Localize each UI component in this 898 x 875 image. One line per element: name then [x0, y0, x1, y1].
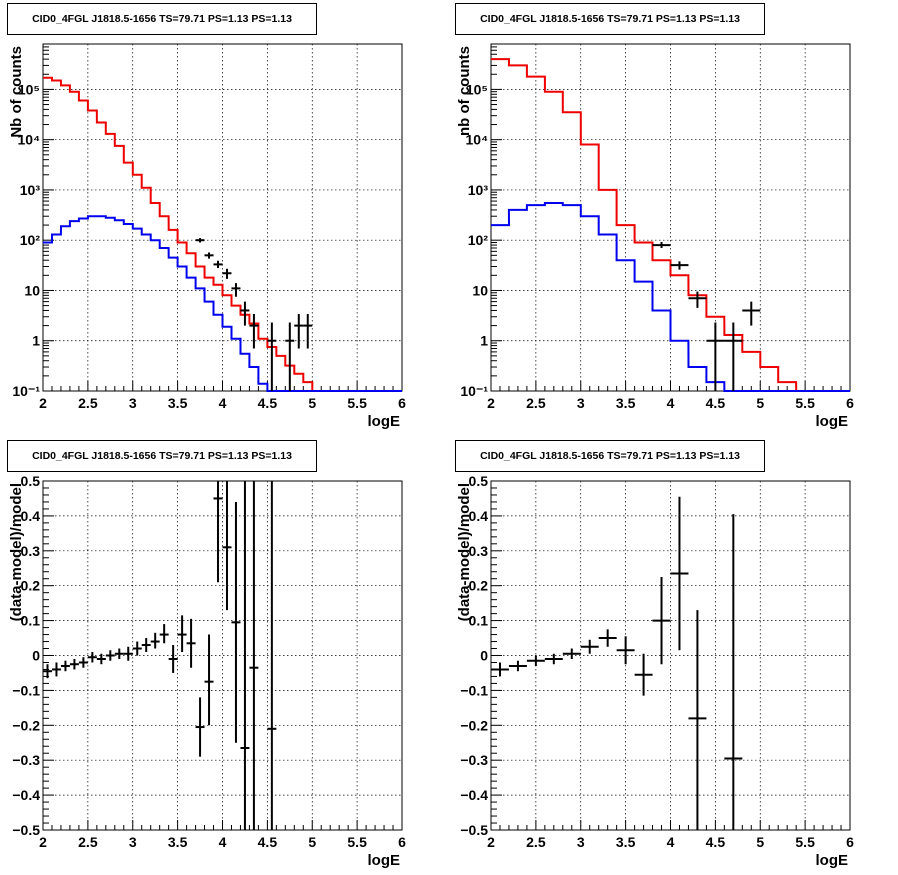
x-axis-label-2: logE: [816, 413, 849, 430]
y-tick-label-1-1: 1: [32, 333, 40, 349]
y-tick-label-1-3: 10²: [20, 232, 41, 248]
x-tick-label-1-0: 2: [39, 395, 47, 411]
x-axis-label-1: logE: [368, 413, 401, 430]
y-tick-label-3-7: 0.2: [21, 578, 41, 594]
x-tick-label-2-6: 5: [756, 395, 764, 411]
title-box-4: CID0_4FGL J1818.5-1656 TS=79.71 PS=1.13 …: [455, 440, 765, 472]
x-tick-label-3-7: 5.5: [347, 834, 367, 850]
y-tick-label-3-5: 0: [32, 648, 40, 664]
x-tick-label-4-8: 6: [846, 834, 854, 850]
series-line-2-2: [491, 202, 850, 392]
y-tick-label-4-9: 0.4: [469, 508, 489, 524]
x-tick-label-4-0: 2: [487, 834, 495, 850]
series-line-2-1: [491, 58, 850, 392]
y-tick-label-1-4: 10³: [20, 182, 41, 198]
y-tick-label-2-3: 10²: [468, 232, 489, 248]
y-tick-label-2-6: 10⁵: [466, 81, 488, 97]
x-tick-label-3-1: 2.5: [78, 834, 98, 850]
title-box-2: CID0_4FGL J1818.5-1656 TS=79.71 PS=1.13 …: [455, 3, 765, 35]
x-tick-label-1-1: 2.5: [78, 395, 98, 411]
series-line-1-1: [43, 76, 402, 392]
y-tick-label-3-10: 0.5: [21, 473, 41, 489]
y-tick-label-4-4: −0.1: [460, 682, 488, 698]
x-tick-label-1-2: 3: [129, 395, 137, 411]
y-tick-label-2-4: 10³: [468, 182, 489, 198]
y-tick-label-3-3: −0.2: [12, 717, 40, 733]
y-tick-label-4-7: 0.2: [469, 578, 489, 594]
x-tick-label-2-2: 3: [577, 395, 585, 411]
x-tick-label-1-6: 5: [308, 395, 316, 411]
y-tick-label-4-10: 0.5: [469, 473, 489, 489]
title-box-1: CID0_4FGL J1818.5-1656 TS=79.71 PS=1.13 …: [7, 3, 317, 35]
y-tick-label-2-0: 10⁻¹: [460, 383, 488, 399]
y-tick-label-4-6: 0.1: [469, 613, 489, 629]
y-tick-label-3-8: 0.3: [21, 543, 41, 559]
x-axis-label-3: logE: [368, 852, 401, 869]
y-tick-label-4-5: 0: [480, 648, 488, 664]
y-tick-label-4-3: −0.2: [460, 717, 488, 733]
x-tick-label-2-4: 4: [667, 395, 675, 411]
x-tick-label-3-8: 6: [398, 834, 406, 850]
x-tick-label-3-4: 4: [219, 834, 227, 850]
x-tick-label-1-4: 4: [219, 395, 227, 411]
x-tick-label-3-5: 4.5: [258, 834, 278, 850]
x-axis-label-4: logE: [816, 852, 849, 869]
y-tick-label-3-1: −0.4: [12, 787, 40, 803]
y-tick-label-3-9: 0.4: [21, 508, 41, 524]
x-tick-label-4-5: 4.5: [706, 834, 726, 850]
x-tick-label-3-6: 5: [308, 834, 316, 850]
title-box-3: CID0_4FGL J1818.5-1656 TS=79.71 PS=1.13 …: [7, 440, 317, 472]
x-tick-label-2-0: 2: [487, 395, 495, 411]
y-tick-label-1-2: 10: [24, 282, 40, 298]
x-tick-label-4-2: 3: [577, 834, 585, 850]
y-tick-label-1-5: 10⁴: [18, 132, 41, 148]
y-tick-label-4-2: −0.3: [460, 752, 488, 768]
y-tick-label-1-0: 10⁻¹: [12, 383, 40, 399]
y-axis-label-2: nb of counts: [456, 46, 473, 136]
y-tick-label-1-6: 10⁵: [18, 81, 40, 97]
y-axis-label-1: Nb of counts: [8, 46, 25, 138]
x-tick-label-4-4: 4: [667, 834, 675, 850]
x-tick-label-2-3: 3.5: [616, 395, 636, 411]
x-tick-label-3-2: 3: [129, 834, 137, 850]
x-tick-label-1-7: 5.5: [347, 395, 367, 411]
y-tick-label-2-5: 10⁴: [466, 132, 489, 148]
x-tick-label-4-3: 3.5: [616, 834, 636, 850]
x-tick-label-4-6: 5: [756, 834, 764, 850]
y-tick-label-2-1: 1: [480, 333, 488, 349]
x-tick-label-1-8: 6: [398, 395, 406, 411]
x-tick-label-2-5: 4.5: [706, 395, 726, 411]
y-axis-label-4: (data-model)/model: [456, 483, 473, 621]
x-tick-label-4-1: 2.5: [526, 834, 546, 850]
x-tick-label-2-7: 5.5: [795, 395, 815, 411]
x-tick-label-4-7: 5.5: [795, 834, 815, 850]
y-tick-label-3-0: −0.5: [12, 822, 40, 838]
y-tick-label-3-6: 0.1: [21, 613, 41, 629]
x-tick-label-3-3: 3.5: [168, 834, 188, 850]
y-tick-label-4-1: −0.4: [460, 787, 488, 803]
y-axis-label-3: (data-model)/model: [8, 483, 25, 621]
series-line-1-2: [43, 215, 402, 392]
x-tick-label-3-0: 2: [39, 834, 47, 850]
x-tick-label-2-1: 2.5: [526, 395, 546, 411]
y-tick-label-2-2: 10: [472, 282, 488, 298]
y-tick-label-4-0: −0.5: [460, 822, 488, 838]
x-tick-label-1-5: 4.5: [258, 395, 278, 411]
y-tick-label-4-8: 0.3: [469, 543, 489, 559]
x-tick-label-2-8: 6: [846, 395, 854, 411]
y-tick-label-3-4: −0.1: [12, 682, 40, 698]
y-tick-label-3-2: −0.3: [12, 752, 40, 768]
x-tick-label-1-3: 3.5: [168, 395, 188, 411]
